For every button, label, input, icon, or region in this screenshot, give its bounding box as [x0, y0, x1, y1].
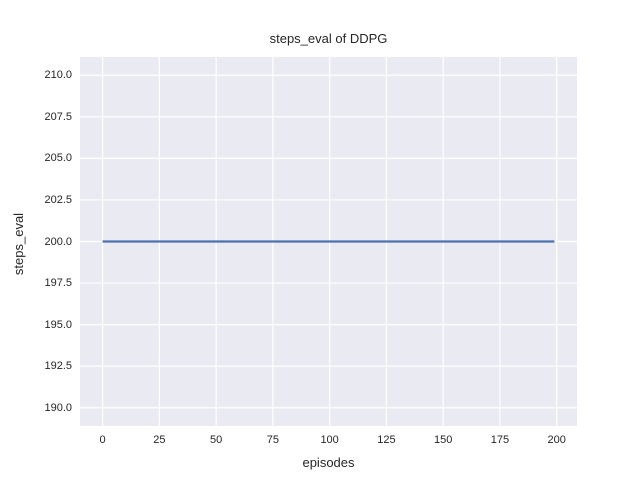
- x-tick-label: 200: [547, 434, 566, 446]
- x-tick-label: 50: [209, 434, 223, 446]
- x-tick-label: 100: [320, 434, 339, 446]
- x-tick-label: 25: [153, 434, 166, 446]
- x-tick-label: 175: [490, 434, 510, 446]
- y-tick-label: 197.5: [44, 277, 72, 290]
- y-axis-label: steps_eval: [11, 212, 26, 276]
- x-tick-label: 150: [433, 434, 453, 446]
- plot-canvas: [80, 57, 577, 426]
- x-tick-label: 125: [377, 434, 396, 446]
- x-tick-label: 0: [99, 434, 106, 446]
- y-tick-label: 207.5: [44, 110, 72, 123]
- chart-title: steps_eval of DDPG: [269, 31, 388, 46]
- y-tick-label: 200.0: [44, 235, 72, 248]
- y-tick-label: 190.0: [44, 401, 72, 414]
- y-tick-label: 195.0: [44, 318, 72, 331]
- y-tick-label: 202.5: [44, 193, 72, 206]
- y-tick-label: 192.5: [44, 360, 72, 373]
- y-tick-label: 210.0: [44, 69, 72, 82]
- plot-area: [80, 57, 577, 426]
- x-axis-label: episodes: [302, 455, 355, 470]
- y-tick-label: 205.0: [44, 152, 72, 165]
- x-tick-label: 75: [266, 434, 279, 446]
